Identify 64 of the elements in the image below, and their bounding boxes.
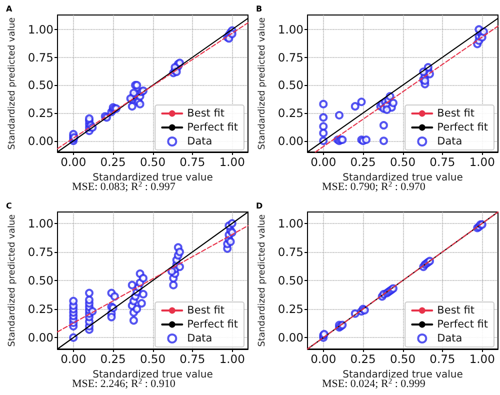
legend-label: Best fit <box>187 304 224 316</box>
y-tick-label: 0.00 <box>28 330 54 345</box>
chart-title: D <box>256 202 263 210</box>
y-tick-label: 0.00 <box>278 134 304 148</box>
y-tick-label: 0.50 <box>28 78 54 92</box>
legend-label: Perfect fit <box>187 122 238 134</box>
legend-label: Best fit <box>437 304 474 316</box>
x-tick-label: 0.50 <box>140 155 166 169</box>
legend-label: Data <box>187 136 212 148</box>
x-tick-label: 0.25 <box>350 155 376 169</box>
y-tick-label: 0.25 <box>28 106 54 120</box>
y-tick-label: 0.50 <box>278 274 304 288</box>
x-tick-label: 1.00 <box>469 352 495 366</box>
x-tick-label: 0.75 <box>430 352 456 366</box>
x-tick-label: 0.00 <box>60 352 86 366</box>
legend-label: Data <box>187 332 212 344</box>
legend-label: Perfect fit <box>187 318 238 330</box>
x-tick-label: 0.00 <box>60 155 86 169</box>
legend-label: Perfect fit <box>437 318 488 330</box>
y-tick-label: 1.00 <box>278 216 304 230</box>
y-axis-title: Standardized predicted value <box>8 16 18 150</box>
x-tick-label: 0.75 <box>180 352 206 366</box>
y-tick-label: 0.25 <box>278 302 304 316</box>
y-axis-title: Standardized predicted value <box>258 16 268 150</box>
x-axis-title: Standardized true value <box>342 369 463 380</box>
y-axis-title: Standardized predicted value <box>8 214 18 347</box>
y-tick-label: 0.00 <box>28 134 54 148</box>
x-tick-label: 0.25 <box>100 155 126 169</box>
x-tick-label: 0.50 <box>140 352 166 366</box>
legend-label: Best fit <box>187 108 224 120</box>
y-tick-label: 0.50 <box>278 78 304 92</box>
x-tick-label: 0.25 <box>350 352 376 366</box>
chart-title: B <box>256 4 262 14</box>
legend-label: Data <box>437 136 462 148</box>
y-tick-label: 0.25 <box>278 106 304 120</box>
x-tick-label: 0.00 <box>310 155 336 169</box>
x-axis-title: Standardized true value <box>92 172 213 184</box>
y-tick-label: 1.00 <box>28 216 54 230</box>
y-tick-label: 0.00 <box>278 330 304 345</box>
y-tick-label: 0.75 <box>28 50 54 64</box>
x-tick-label: 0.25 <box>100 352 126 366</box>
x-axis-title: Standardized true value <box>342 172 463 184</box>
legend-label: Best fit <box>437 108 474 120</box>
x-tick-label: 0.50 <box>390 155 416 169</box>
y-tick-label: 0.75 <box>278 244 304 259</box>
x-tick-label: 1.00 <box>219 352 245 366</box>
y-tick-label: 0.75 <box>278 50 304 64</box>
x-axis-title: Standardized true value <box>92 369 213 380</box>
chart-title: A <box>6 4 13 14</box>
legend-label: Data <box>437 332 462 344</box>
x-tick-label: 0.50 <box>390 352 416 366</box>
y-tick-label: 0.25 <box>28 302 54 316</box>
y-axis-title: Standardized predicted value <box>258 214 268 347</box>
x-tick-label: 0.75 <box>180 155 206 169</box>
chart-title: C <box>6 202 12 210</box>
y-tick-label: 1.00 <box>28 22 54 36</box>
legend-label: Perfect fit <box>437 122 488 134</box>
y-tick-label: 1.00 <box>278 22 304 36</box>
x-tick-label: 1.00 <box>469 155 495 169</box>
x-tick-label: 0.00 <box>310 352 336 366</box>
x-tick-label: 1.00 <box>219 155 245 169</box>
x-tick-label: 0.75 <box>430 155 456 169</box>
y-tick-label: 0.75 <box>28 244 54 259</box>
y-tick-label: 0.50 <box>28 274 54 288</box>
